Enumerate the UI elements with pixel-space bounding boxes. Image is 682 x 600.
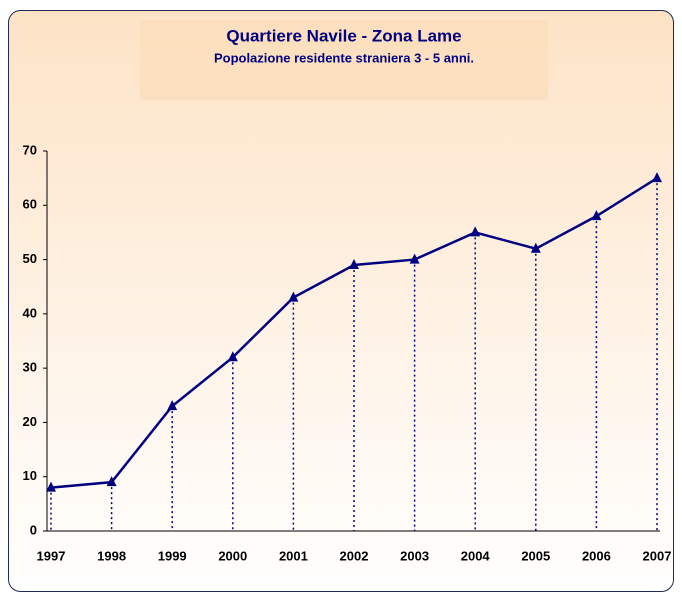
x-tick-label: 2001 bbox=[279, 548, 308, 563]
y-tick-label: 20 bbox=[23, 414, 37, 429]
y-tick-label: 0 bbox=[30, 522, 37, 537]
y-tick-label: 50 bbox=[23, 251, 37, 266]
y-tick-label: 10 bbox=[23, 468, 37, 483]
x-tick-label: 2006 bbox=[582, 548, 611, 563]
data-marker bbox=[288, 291, 299, 302]
x-tick-label: 2000 bbox=[218, 548, 247, 563]
data-marker bbox=[470, 226, 481, 237]
y-tick-label: 40 bbox=[23, 305, 37, 320]
y-tick-label: 60 bbox=[23, 197, 37, 212]
x-tick-label: 2007 bbox=[643, 548, 672, 563]
data-marker bbox=[227, 351, 238, 362]
data-marker bbox=[591, 210, 602, 221]
chart-subtitle: Popolazione residente straniera 3 - 5 an… bbox=[214, 50, 474, 65]
x-tick-label: 2002 bbox=[340, 548, 369, 563]
data-marker bbox=[530, 242, 541, 253]
x-tick-label: 1998 bbox=[97, 548, 126, 563]
data-marker bbox=[167, 400, 178, 411]
data-marker bbox=[46, 481, 56, 492]
data-marker bbox=[409, 253, 420, 264]
y-tick-label: 30 bbox=[23, 360, 37, 375]
x-tick-label: 1999 bbox=[158, 548, 187, 563]
y-tick-label: 70 bbox=[23, 142, 37, 157]
data-marker bbox=[349, 259, 359, 269]
x-tick-label: 2004 bbox=[461, 548, 491, 563]
title-box bbox=[140, 20, 548, 100]
x-tick-label: 1997 bbox=[37, 548, 66, 563]
x-tick-label: 2005 bbox=[521, 548, 550, 563]
chart-title: Quartiere Navile - Zona Lame bbox=[226, 26, 461, 45]
data-marker bbox=[652, 172, 662, 183]
x-tick-label: 2003 bbox=[400, 548, 429, 563]
data-marker bbox=[106, 476, 117, 487]
chart-frame bbox=[8, 10, 674, 592]
